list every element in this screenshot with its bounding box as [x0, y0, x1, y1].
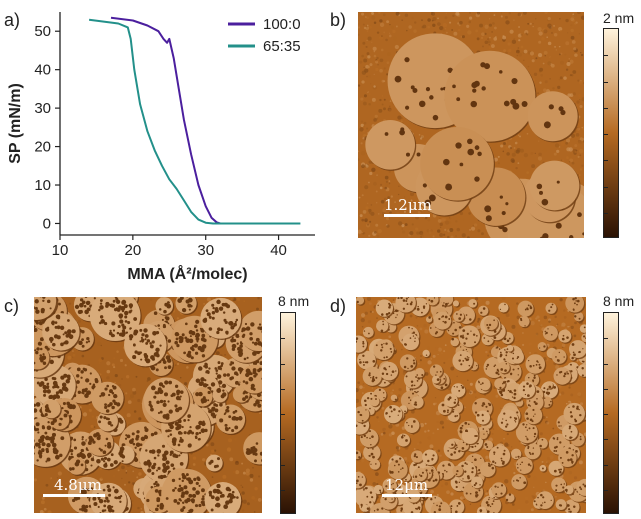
x-tick-label: 30: [197, 242, 214, 259]
colorbar-tick: [604, 338, 608, 339]
y-tick-label: 20: [34, 139, 51, 156]
panel-label-b: b): [330, 10, 347, 30]
y-tick-label: 0: [43, 215, 51, 232]
colorbar-tick: [604, 364, 608, 365]
series-line-100-0: [110, 16, 279, 225]
colorbar-tick: [281, 414, 285, 415]
colorbar-tick: [604, 490, 608, 491]
legend-label: 100:0: [263, 16, 301, 33]
x-tick-label: 40: [270, 242, 287, 259]
colorbar-c: [280, 312, 296, 514]
series-line-65-35: [88, 18, 301, 225]
y-tick-label: 10: [34, 177, 51, 194]
colorbar-tick: [281, 490, 285, 491]
panel-label-d: d): [330, 296, 347, 316]
y-tick-label: 30: [34, 100, 51, 117]
colorbar-d: [603, 312, 619, 514]
scale-bar-c: [43, 494, 105, 497]
afm-image-c: [34, 297, 262, 513]
scale-bar-d: [382, 494, 432, 497]
scale-label-c: 4.8μm: [54, 476, 102, 494]
colorbar-b: [603, 28, 619, 238]
x-axis-label: MMA (Å²/molec): [127, 264, 247, 283]
colorbar-tick: [604, 134, 608, 135]
scale-bar-b: [384, 214, 430, 217]
x-tick-label: 10: [52, 242, 69, 259]
colorbar-tick: [604, 439, 608, 440]
panel-label-c: c): [4, 296, 19, 316]
y-axis-label: SP (mN/m): [7, 83, 24, 164]
x-tick-label: 20: [125, 242, 142, 259]
colorbar-tick: [604, 187, 608, 188]
colorbar-tick: [281, 439, 285, 440]
colorbar-tick: [281, 364, 285, 365]
scale-label-d: 12μm: [385, 476, 429, 494]
colorbar-tick: [604, 389, 608, 390]
afm-image-b: [358, 12, 584, 238]
colorbar-tick: [281, 465, 285, 466]
colorbar-tick: [604, 213, 608, 214]
colorbar-max-c: 8 nm: [278, 293, 310, 309]
colorbar-tick: [604, 465, 608, 466]
y-tick-label: 50: [34, 23, 51, 40]
y-tick-label: 40: [34, 62, 51, 79]
colorbar-tick: [604, 414, 608, 415]
panel-label-a: a): [4, 10, 21, 30]
colorbar-max-d: 8 nm: [603, 293, 635, 309]
colorbar-tick: [281, 338, 285, 339]
colorbar-tick: [604, 55, 608, 56]
scale-label-b: 1.2μm: [384, 196, 432, 214]
colorbar-max-b: 2 nm: [603, 10, 635, 26]
legend-label: 65:35: [263, 38, 301, 55]
colorbar-tick: [604, 82, 608, 83]
colorbar-tick: [604, 160, 608, 161]
colorbar-tick: [281, 389, 285, 390]
colorbar-tick: [604, 108, 608, 109]
